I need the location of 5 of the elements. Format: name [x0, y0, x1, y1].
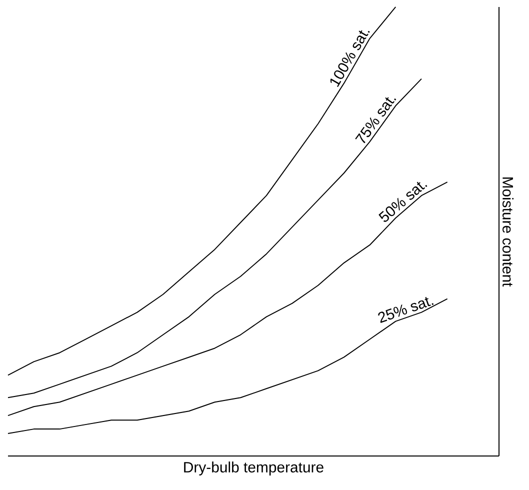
text: 50% sat. [378, 182, 428, 222]
y-axis-title: Moisture content [502, 177, 514, 287]
text: 100% sat. [330, 30, 370, 88]
text: 25% sat. [378, 296, 434, 323]
x-axis-title: Dry-bulb temperature [184, 462, 324, 476]
